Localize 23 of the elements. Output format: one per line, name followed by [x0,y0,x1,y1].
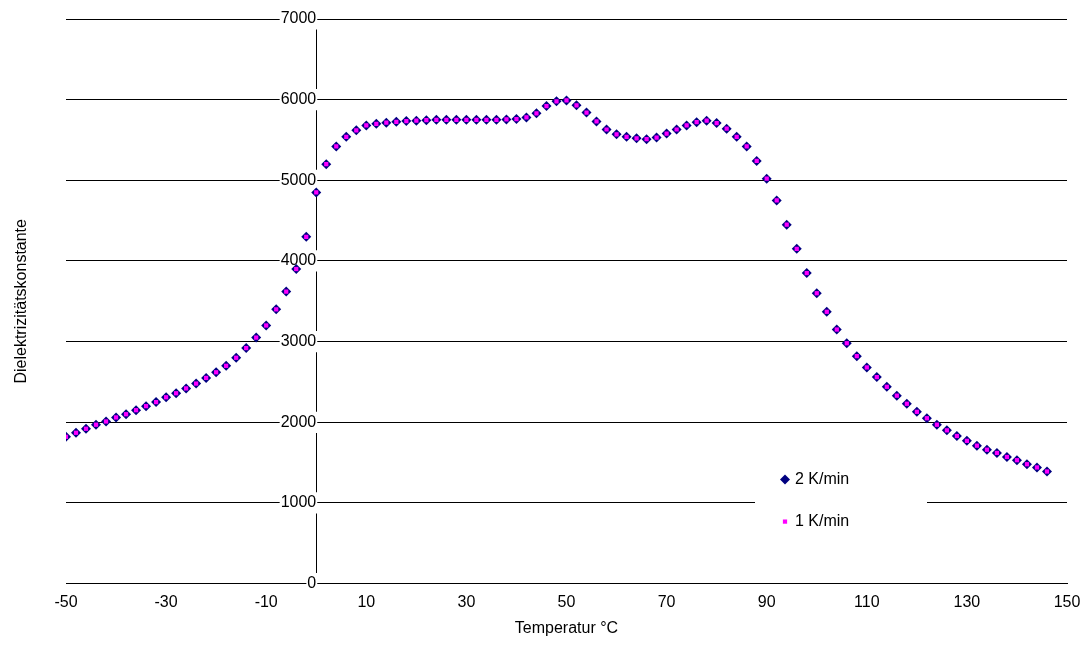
x-tick-label: 70 [657,592,676,610]
legend-label: 2 K/min [795,470,850,488]
x-tick-label: -10 [254,592,278,610]
y-tick-label: 1000 [280,493,317,511]
x-axis-title: Temperatur °C [514,618,619,636]
y-tick-label: 2000 [280,412,317,430]
legend-label: 1 K/min [795,512,850,530]
y-tick-label: 6000 [280,90,317,108]
x-tick-label: 30 [457,592,476,610]
x-tick-label: 150 [1053,592,1081,610]
y-tick-label: 0 [307,574,317,592]
y-tick-label: 5000 [280,170,317,188]
x-tick-label: 110 [854,592,880,610]
x-tick-label: -30 [154,592,178,610]
x-tick-label: 130 [953,592,981,610]
x-tick-label: 90 [757,592,776,610]
x-tick-label: 50 [557,592,576,610]
y-tick-label: 3000 [280,332,317,350]
y-tick-label: 4000 [280,251,317,269]
y-tick-label: 7000 [280,9,317,27]
y-axis-title: Dielektrizitätskonstante [12,218,30,384]
x-tick-label: 10 [357,592,376,610]
x-tick-label: -50 [54,592,78,610]
